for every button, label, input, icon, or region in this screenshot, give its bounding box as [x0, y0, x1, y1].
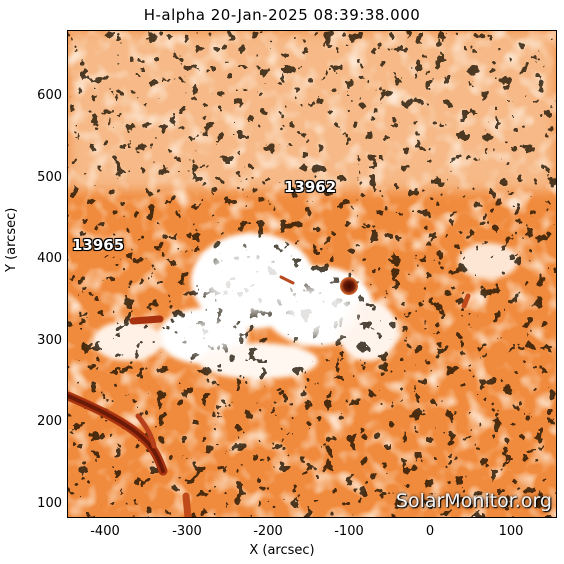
y-tick-label: 600 [37, 88, 62, 103]
fibril-texture [68, 31, 556, 517]
x-axis-label: X (arcsec) [249, 543, 315, 558]
solar-image [67, 30, 557, 518]
y-tick-label: 500 [37, 170, 62, 185]
watermark: SolarMonitor.org [395, 490, 552, 512]
x-tick-label: -100 [334, 524, 364, 539]
image-title: H-alpha 20-Jan-2025 08:39:38.000 [143, 6, 421, 24]
x-tick-label: -400 [90, 524, 120, 539]
region-label-13965: 13965 [72, 236, 125, 254]
h-alpha-image [68, 31, 556, 517]
y-tick-label: 300 [37, 333, 62, 348]
x-tick-label: -300 [172, 524, 202, 539]
x-tick-label: -200 [253, 524, 283, 539]
y-axis-label: Y (arcsec) [4, 207, 19, 272]
y-tick-label: 400 [37, 251, 62, 266]
sunspot [340, 277, 358, 295]
region-label-13962: 13962 [284, 178, 337, 196]
x-tick-label: 100 [498, 524, 524, 539]
filament [68, 293, 471, 517]
y-tick-label: 100 [37, 496, 62, 511]
x-tick-label: 0 [425, 524, 435, 539]
y-tick-label: 200 [37, 414, 62, 429]
